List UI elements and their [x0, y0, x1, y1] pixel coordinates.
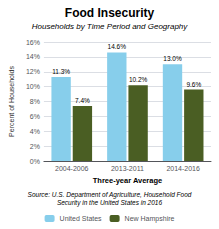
svg-text:10.2%: 10.2%: [129, 76, 148, 83]
svg-text:2%: 2%: [30, 143, 40, 150]
svg-text:Three-year Average: Three-year Average: [93, 176, 162, 185]
svg-text:12%: 12%: [26, 68, 40, 75]
svg-text:14.6%: 14.6%: [108, 43, 127, 50]
svg-text:14%: 14%: [26, 53, 40, 60]
svg-text:16%: 16%: [26, 39, 40, 46]
svg-text:New Hampshire: New Hampshire: [125, 215, 175, 223]
svg-text:7.4%: 7.4%: [75, 97, 90, 104]
svg-text:6%: 6%: [30, 113, 40, 120]
svg-text:2014-2016: 2014-2016: [166, 165, 200, 172]
svg-text:Security in the United States: Security in the United States in 2016: [57, 199, 163, 207]
svg-text:11.3%: 11.3%: [52, 68, 70, 75]
svg-text:Households by Time Period and: Households by Time Period and Geography: [32, 22, 189, 31]
svg-text:Percent of Households: Percent of Households: [8, 66, 15, 137]
svg-text:2004-2006: 2004-2006: [55, 165, 89, 172]
svg-text:4%: 4%: [30, 128, 40, 135]
svg-text:8%: 8%: [30, 98, 40, 105]
svg-text:0%: 0%: [30, 158, 40, 165]
svg-text:2013-2011: 2013-2011: [111, 165, 144, 172]
svg-text:Source: U.S. Department of Agr: Source: U.S. Department of Agriculture, …: [28, 191, 192, 199]
svg-text:9.6%: 9.6%: [186, 81, 201, 88]
svg-text:United States: United States: [60, 215, 103, 222]
svg-text:10%: 10%: [26, 83, 40, 90]
svg-text:13.0%: 13.0%: [163, 55, 182, 62]
svg-text:Food Insecurity: Food Insecurity: [65, 6, 155, 20]
